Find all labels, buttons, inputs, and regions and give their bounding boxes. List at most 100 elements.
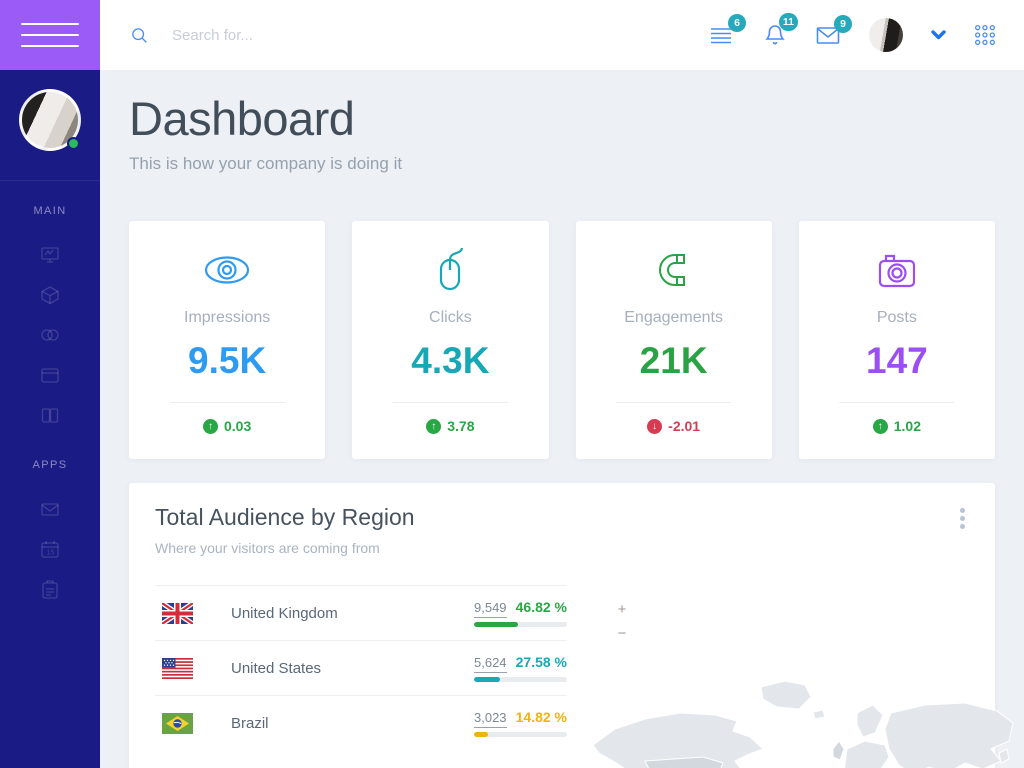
stat-card-engagements: Engagements 21K ↓ -2.01 (575, 221, 772, 459)
trend-value: 1.02 (893, 418, 921, 434)
trend-value: 3.78 (447, 418, 475, 434)
sidebar: MAIN (0, 70, 100, 768)
world-map-area: + − (567, 585, 1014, 768)
profile-photo (19, 89, 81, 151)
window-icon (41, 368, 59, 383)
audience-card: Total Audience by Region Where your visi… (129, 483, 1014, 768)
sidebar-main-icons (0, 235, 100, 435)
top-header: 6 11 9 (100, 0, 1024, 70)
stat-cards: Impressions 9.5K ↑ 0.03 Clicks 4.3K ↑ 3.… (129, 221, 995, 459)
progress-fill (474, 622, 518, 627)
kebab-menu-icon[interactable] (956, 504, 969, 533)
country-count: 9,549 (474, 600, 507, 618)
user-avatar[interactable] (869, 18, 903, 52)
sidebar-item-dashboard[interactable] (0, 235, 100, 275)
country-name: United States (231, 659, 322, 677)
flag-us-icon (162, 657, 193, 679)
stat-label: Engagements (624, 309, 723, 326)
stat-value: 21K (639, 340, 708, 381)
sidebar-profile (0, 70, 100, 181)
mouse-icon (352, 242, 548, 298)
sidebar-item-toggles[interactable] (0, 315, 100, 355)
messages-button[interactable]: 9 (815, 15, 852, 46)
svg-text:15: 15 (47, 550, 55, 557)
progress-fill (474, 732, 488, 737)
online-status-dot (67, 137, 80, 150)
audience-body: United Kingdom 9,549 46.82 % (155, 585, 1014, 768)
magnet-icon (576, 242, 772, 298)
list-item-brazil: Brazil 3,023 14.82 % (155, 695, 567, 750)
divider (839, 402, 955, 403)
search-input[interactable] (172, 26, 512, 44)
apps-launcher-button[interactable] (974, 24, 996, 46)
envelope-icon (41, 503, 59, 516)
stat-value: 147 (866, 340, 928, 381)
trend-up-icon: ↑ (872, 418, 888, 434)
main-content: Dashboard This is how your company is do… (100, 70, 1024, 768)
sidebar-item-notes[interactable] (0, 569, 100, 609)
activity-button[interactable]: 6 (709, 14, 746, 47)
stat-card-impressions: Impressions 9.5K ↑ 0.03 (129, 221, 326, 459)
stat-trend: ↑ 1.02 (799, 418, 995, 434)
country-count: 5,624 (474, 655, 507, 673)
stat-label: Clicks (429, 309, 472, 326)
stat-trend: ↑ 0.03 (129, 418, 325, 434)
stat-card-posts: Posts 147 ↑ 1.02 (798, 221, 995, 459)
stat-trend: ↑ 3.78 (352, 418, 548, 434)
cube-icon (41, 286, 59, 305)
divider (616, 402, 732, 403)
divider (392, 402, 508, 403)
sidebar-item-calendar[interactable]: 15 (0, 529, 100, 569)
audience-title: Total Audience by Region (155, 504, 415, 530)
user-menu-button[interactable] (931, 30, 946, 40)
sidebar-section-main: MAIN (33, 205, 67, 217)
bell-icon (765, 25, 785, 45)
country-name: Brazil (231, 714, 269, 732)
hamburger-menu-icon[interactable] (21, 23, 79, 47)
sidebar-item-docs[interactable] (0, 395, 100, 435)
page-subtitle: This is how your company is doing it (129, 154, 403, 173)
stat-value: 9.5K (188, 340, 267, 381)
book-icon (41, 408, 59, 423)
audience-list: United Kingdom 9,549 46.82 % (155, 585, 567, 750)
list-item-united-kingdom: United Kingdom 9,549 46.82 % (155, 585, 567, 640)
brand-block (0, 0, 100, 70)
stat-value: 4.3K (411, 340, 490, 381)
trend-up-icon: ↑ (203, 418, 218, 434)
grid-dots-icon (975, 25, 995, 45)
chevron-down-icon (931, 30, 946, 40)
notifications-button[interactable]: 11 (763, 13, 798, 48)
map-zoom-in-button[interactable]: + (617, 601, 627, 618)
country-percent: 14.82 % (515, 709, 567, 725)
activity-badge: 6 (728, 14, 746, 32)
sidebar-item-mail[interactable] (0, 489, 100, 529)
progress-bar (474, 677, 567, 682)
country-meter: 3,023 14.82 % (474, 709, 567, 737)
flag-uk-icon (162, 602, 193, 624)
divider (169, 402, 285, 403)
calendar-icon: 15 (41, 541, 59, 558)
search-icon[interactable] (130, 26, 148, 44)
search-bar (130, 26, 709, 44)
envelope-icon (816, 27, 840, 44)
sidebar-section-apps: APPS (32, 459, 68, 471)
page-title: Dashboard (129, 92, 355, 145)
sidebar-item-pages[interactable] (0, 355, 100, 395)
notifications-badge: 11 (778, 13, 798, 31)
flag-br-icon (162, 712, 193, 734)
country-meter: 9,549 46.82 % (474, 599, 567, 627)
header-actions: 6 11 9 (709, 13, 996, 52)
clipboard-icon (42, 580, 58, 599)
country-name: United Kingdom (231, 604, 338, 622)
progress-fill (474, 677, 500, 682)
progress-bar (474, 622, 567, 627)
map-zoom-out-button[interactable]: − (617, 625, 627, 642)
sidebar-item-products[interactable] (0, 275, 100, 315)
monitor-chart-icon (41, 247, 59, 263)
stat-card-clicks: Clicks 4.3K ↑ 3.78 (352, 221, 549, 459)
list-lines-icon (711, 28, 731, 44)
world-map[interactable] (585, 657, 1017, 768)
avatar[interactable] (19, 89, 81, 151)
list-item-united-states: United States 5,624 27.58 % (155, 640, 567, 695)
stat-trend: ↓ -2.01 (576, 418, 772, 434)
